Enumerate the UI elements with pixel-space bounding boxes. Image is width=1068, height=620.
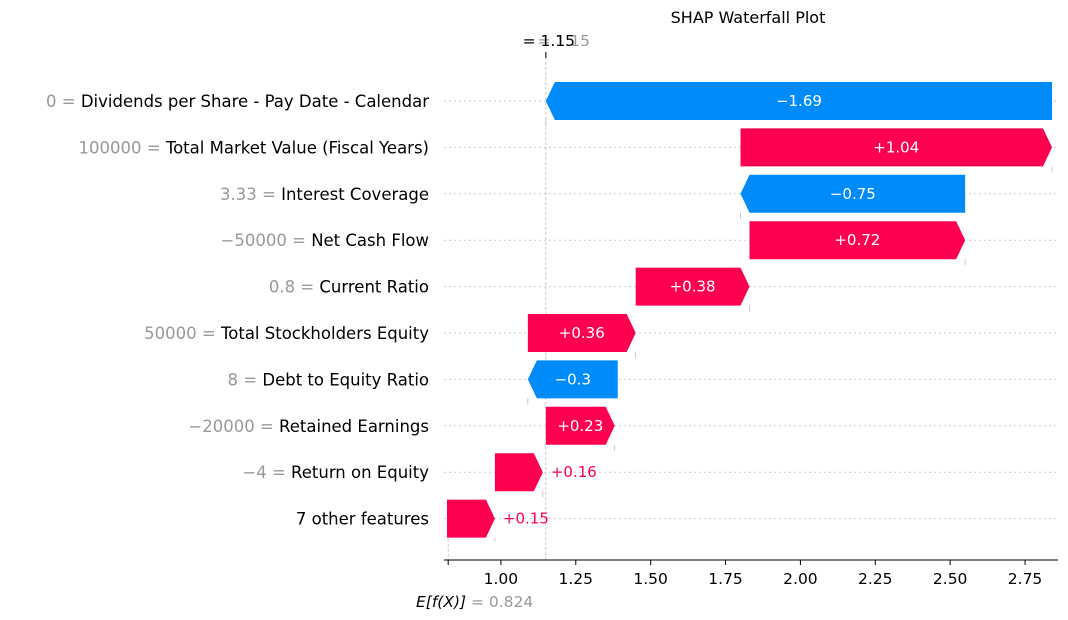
- base-value-expr: E[f(X)]: [416, 593, 471, 611]
- feature-value: −4 =: [242, 463, 291, 482]
- bar-value-label: −0.75: [830, 185, 876, 203]
- value-annotations: −1.69 +1.04 −0.75 +0.72 +0.38 +0.36 −0.3 +0.23 +…: [503, 32, 919, 528]
- feature-label: 50000 = Total Stockholders Equity: [144, 324, 429, 343]
- waterfall-bar: [749, 221, 966, 260]
- output-value-ghost-label: = 1.15: [538, 32, 590, 50]
- feature-name: Current Ratio: [319, 277, 429, 296]
- x-tick-label: 1.25: [559, 570, 594, 588]
- bar-value-label: +0.72: [834, 231, 880, 249]
- feature-label: 8 = Debt to Equity Ratio: [228, 370, 429, 389]
- feature-name: Total Market Value (Fiscal Years): [165, 138, 429, 157]
- x-tick-label: 1.50: [633, 570, 668, 588]
- feature-label: −20000 = Retained Earnings: [188, 416, 429, 435]
- waterfall-bars: [446, 82, 1053, 538]
- bar-value-label: −1.69: [776, 92, 822, 110]
- bar-value-label: +0.23: [557, 417, 603, 435]
- x-tick-label: 2.50: [933, 570, 968, 588]
- feature-label: −50000 = Net Cash Flow: [221, 231, 429, 250]
- feature-label: 0.8 = Current Ratio: [269, 277, 429, 296]
- feature-label: −4 = Return on Equity: [242, 463, 429, 482]
- feature-name: Return on Equity: [291, 463, 429, 482]
- feature-value: 0.8 =: [269, 277, 320, 296]
- x-tick-label: 2.00: [783, 570, 818, 588]
- feature-value: 50000 =: [144, 324, 221, 343]
- feature-value: 0 =: [46, 92, 81, 111]
- feature-name: Dividends per Share - Pay Date - Calenda…: [81, 92, 429, 111]
- feature-value: 100000 =: [79, 138, 166, 157]
- feature-label: 3.33 = Interest Coverage: [220, 184, 429, 203]
- x-tick-label: 1.00: [484, 570, 519, 588]
- feature-value: −20000 =: [188, 416, 279, 435]
- feature-value: 3.33 =: [220, 184, 281, 203]
- feature-labels: 0 = Dividends per Share - Pay Date - Cal…: [46, 92, 429, 529]
- waterfall-bar: [527, 360, 618, 399]
- feature-value: 8 =: [228, 370, 263, 389]
- x-tick-label: 1.75: [708, 570, 743, 588]
- feature-name: Interest Coverage: [281, 184, 429, 203]
- waterfall-bar: [545, 82, 1053, 120]
- feature-label: 100000 = Total Market Value (Fiscal Year…: [79, 138, 430, 157]
- bar-value-label: +0.38: [670, 278, 716, 296]
- feature-label: 7 other features: [296, 509, 429, 528]
- feature-name: Total Stockholders Equity: [220, 324, 429, 343]
- feature-name: 7 other features: [296, 509, 429, 528]
- x-tick-label: 2.25: [858, 570, 893, 588]
- waterfall-bar: [740, 128, 1053, 167]
- waterfall-bar: [494, 453, 543, 492]
- feature-name: Retained Earnings: [279, 416, 429, 435]
- bar-value-label: +1.04: [873, 138, 919, 156]
- waterfall-bar: [446, 499, 495, 538]
- bar-value-label: +0.16: [551, 463, 597, 481]
- waterfall-bar: [635, 267, 750, 306]
- x-tick-label: 2.75: [1008, 570, 1043, 588]
- feature-label: 0 = Dividends per Share - Pay Date - Cal…: [46, 92, 429, 111]
- output-value-label: = 1.15: [523, 32, 575, 50]
- waterfall-bar: [527, 314, 636, 352]
- bar-value-label: +0.15: [503, 510, 549, 528]
- waterfall-bar: [545, 406, 615, 445]
- feature-name: Net Cash Flow: [311, 231, 429, 250]
- bar-value-label: −0.3: [555, 370, 591, 388]
- waterfall-bar: [740, 174, 966, 213]
- chart-title: SHAP Waterfall Plot: [671, 8, 826, 27]
- feature-name: Debt to Equity Ratio: [262, 370, 429, 389]
- value-guides: [447, 52, 1053, 560]
- base-value-label: E[f(X)] = 0.824: [416, 593, 533, 611]
- base-value-number: = 0.824: [471, 593, 533, 611]
- bar-value-label: +0.36: [559, 324, 605, 342]
- feature-value: −50000 =: [221, 231, 312, 250]
- x-axis: 1.00 1.25 1.50 1.75 2.00 2.25 2.50 2.75 E[f(X)] …: [416, 559, 1058, 611]
